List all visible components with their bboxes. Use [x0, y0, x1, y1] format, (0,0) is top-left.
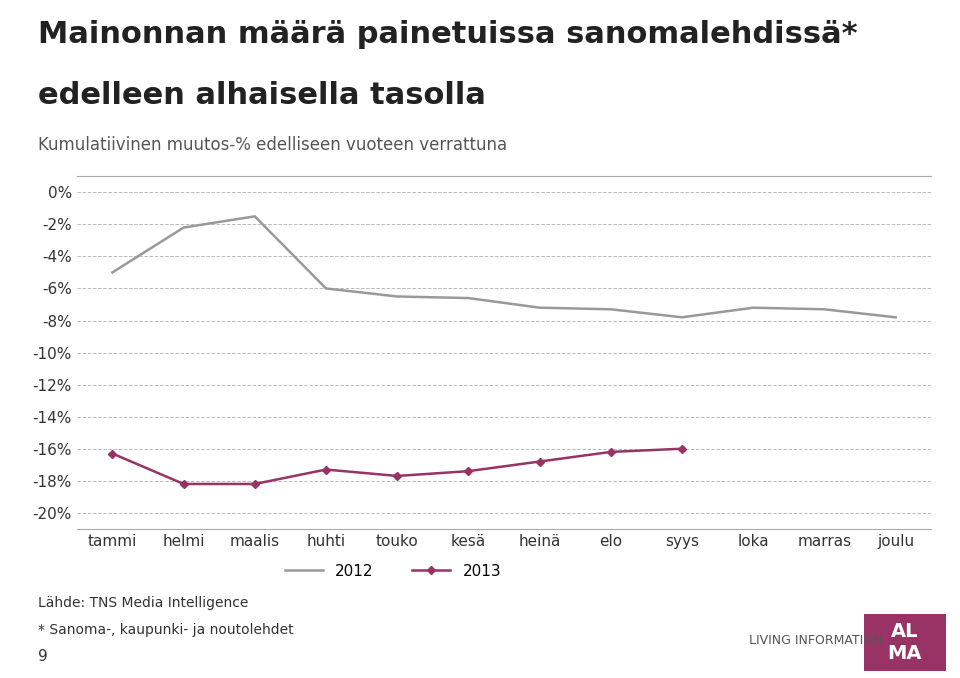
Text: Kumulatiivinen muutos-% edelliseen vuoteen verrattuna: Kumulatiivinen muutos-% edelliseen vuote…	[38, 136, 508, 154]
Text: 9: 9	[38, 650, 48, 664]
Text: Lähde: TNS Media Intelligence: Lähde: TNS Media Intelligence	[38, 596, 249, 610]
Text: * Sanoma-, kaupunki- ja noutolehdet: * Sanoma-, kaupunki- ja noutolehdet	[38, 623, 294, 637]
Text: Mainonnan määrä painetuissa sanomalehdissä*: Mainonnan määrä painetuissa sanomalehdis…	[38, 20, 858, 49]
Text: AL
MA: AL MA	[888, 622, 922, 663]
Text: LIVING INFORMATION: LIVING INFORMATION	[749, 635, 882, 647]
Legend: 2012, 2013: 2012, 2013	[278, 557, 507, 584]
Text: edelleen alhaisella tasolla: edelleen alhaisella tasolla	[38, 81, 487, 111]
